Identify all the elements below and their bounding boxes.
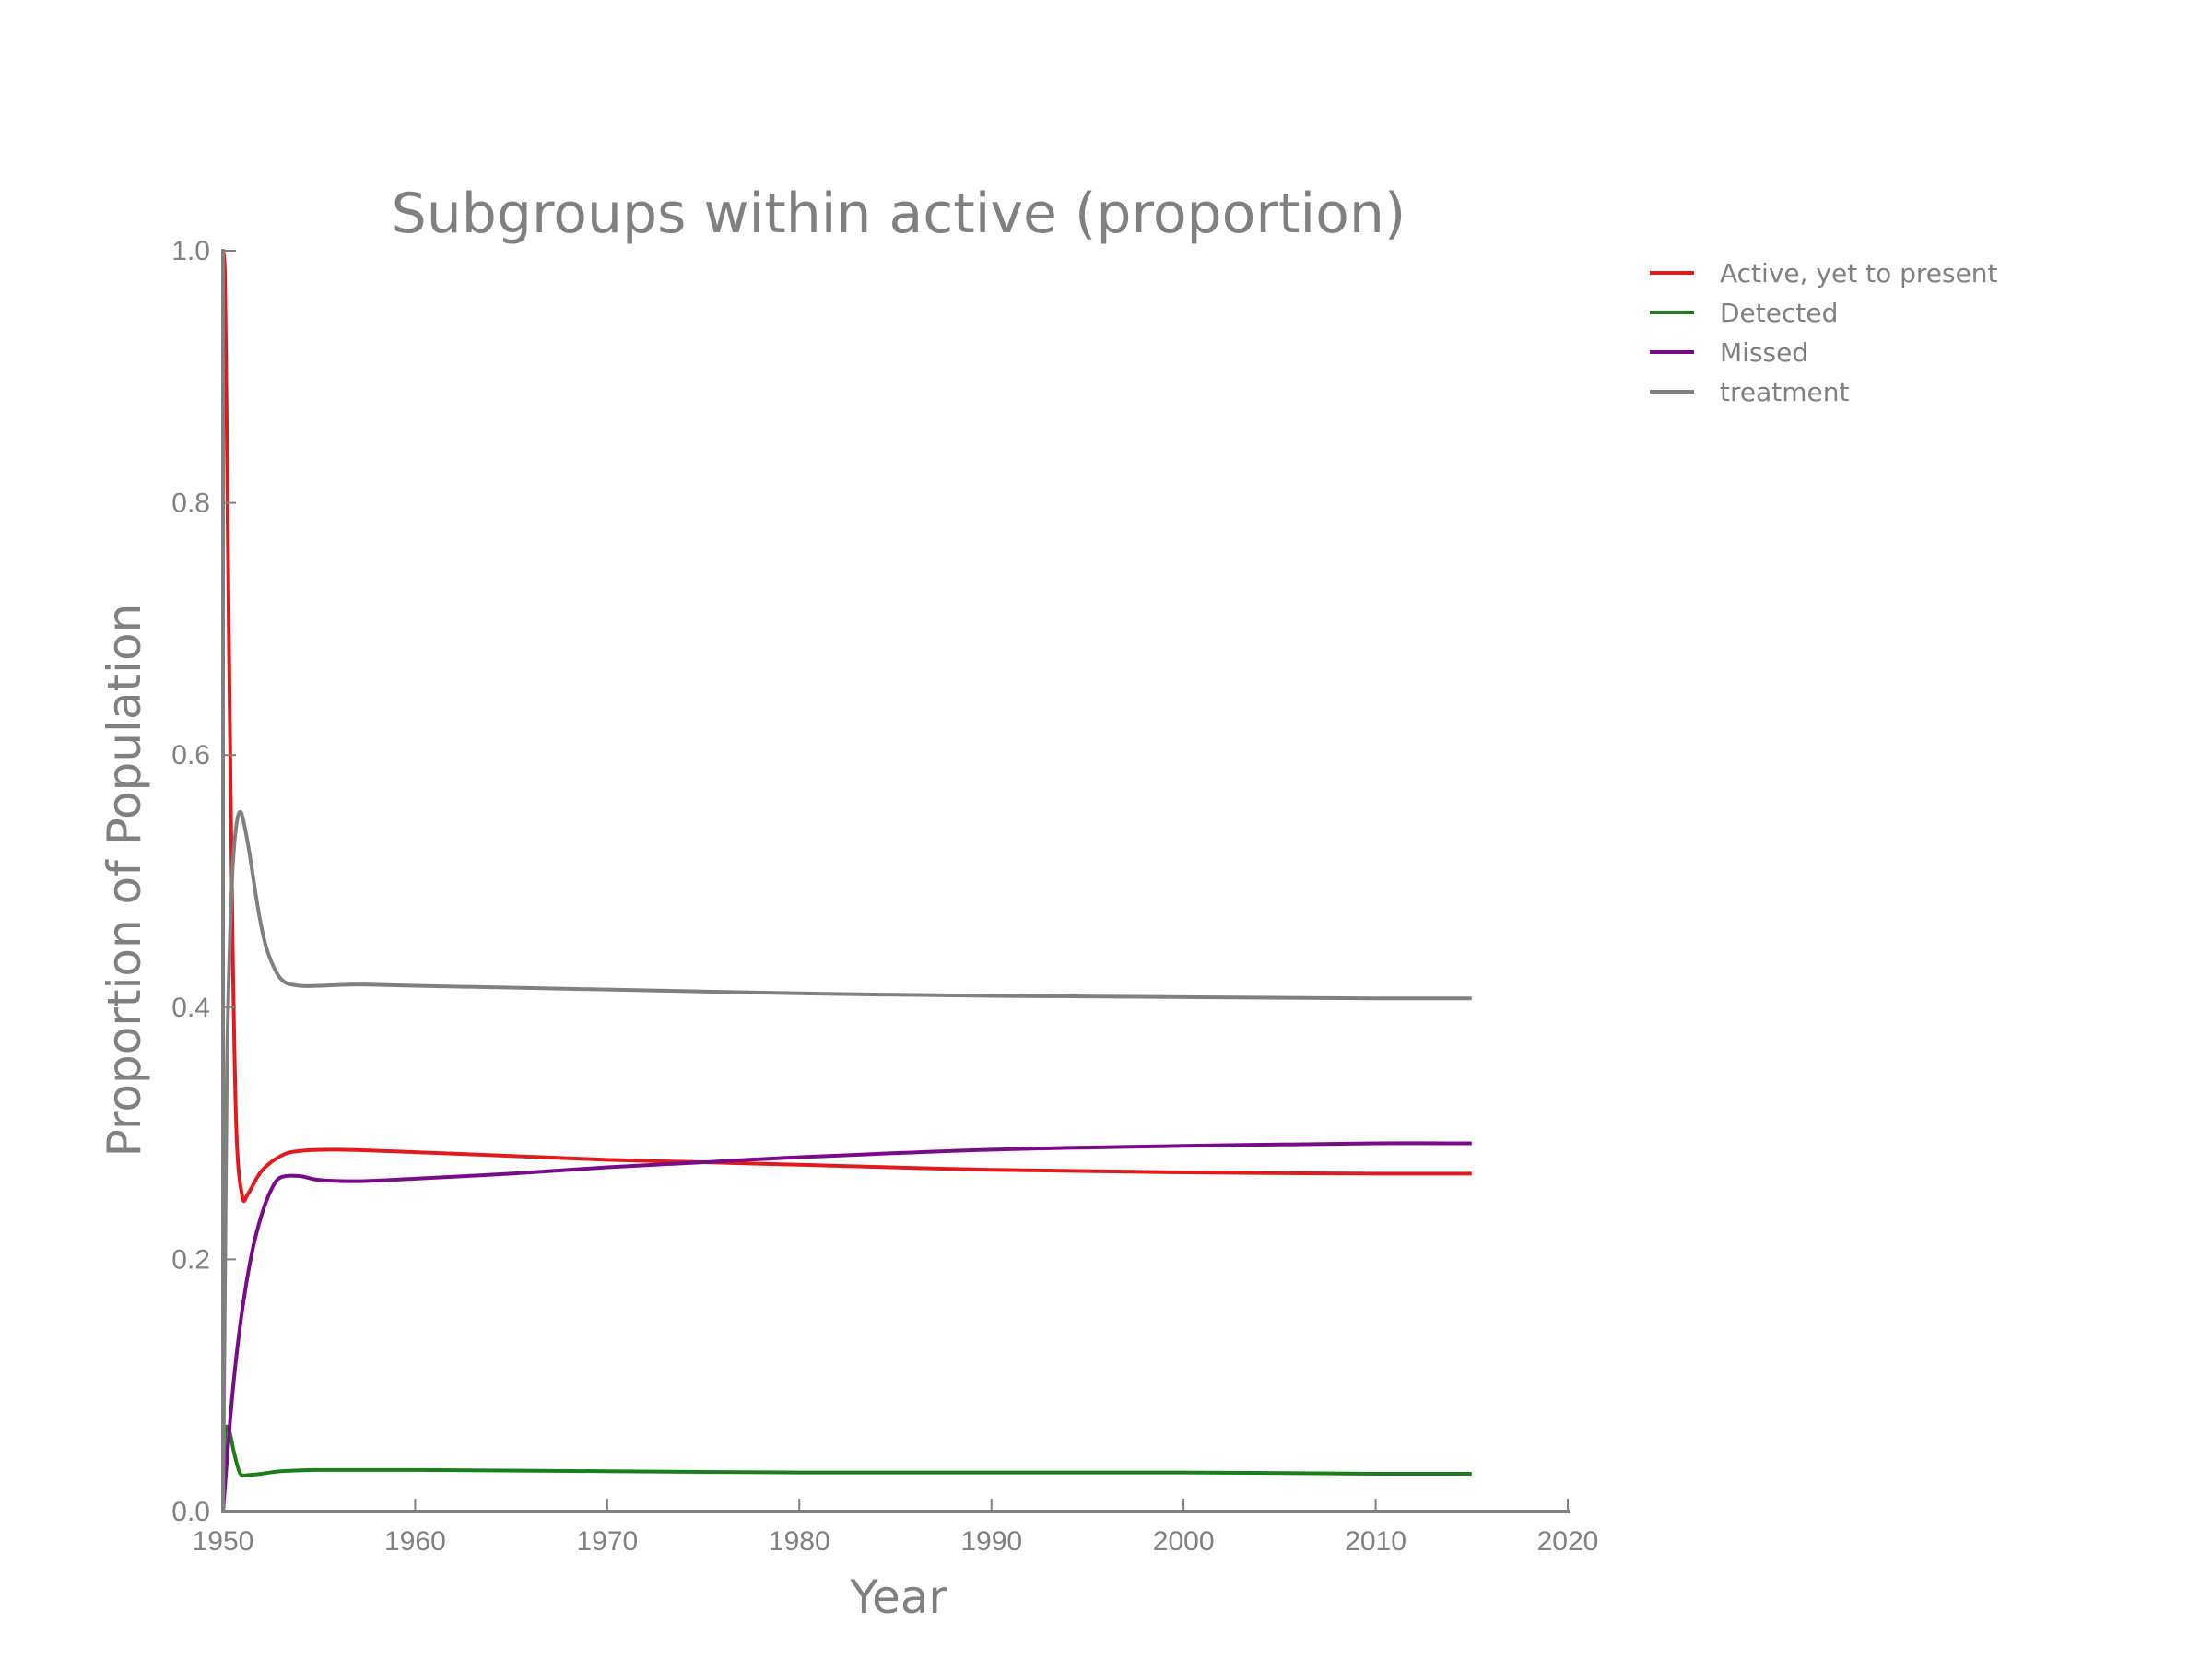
- x-tick-label: 2020: [1537, 1526, 1599, 1557]
- series-line-missed: [221, 1141, 1472, 1512]
- chart-title: Subgroups within active (proportion): [392, 182, 1406, 246]
- legend-label: Missed: [1720, 337, 1808, 368]
- y-tick-label: 0.0: [171, 1497, 210, 1527]
- series-line-treatment: [221, 809, 1472, 1512]
- y-tick-label: 0.2: [171, 1244, 210, 1275]
- x-axis-label: Year: [849, 1571, 947, 1624]
- x-tick-label: 1960: [384, 1526, 446, 1557]
- legend-label: treatment: [1720, 377, 1849, 407]
- x-axis-ticks: 1950 1960 1970 1980 1990 2000 2010 2020: [193, 1499, 1599, 1557]
- legend-label: Active, yet to present: [1720, 258, 1998, 288]
- x-tick-label: 1990: [960, 1526, 1022, 1557]
- x-tick-label: 2010: [1345, 1526, 1406, 1557]
- legend-label: Detected: [1720, 298, 1838, 328]
- y-tick-label: 0.6: [171, 740, 210, 771]
- x-tick-label: 1970: [576, 1526, 638, 1557]
- series-line-detected: [221, 1424, 1472, 1512]
- y-tick-label: 0.8: [171, 488, 210, 519]
- series-layer: [221, 250, 1472, 1512]
- x-tick-label: 1950: [193, 1526, 254, 1557]
- x-tick-label: 2000: [1153, 1526, 1215, 1557]
- x-tick-label: 1980: [769, 1526, 830, 1557]
- series-line-active-yet-to-present: [221, 250, 1472, 1204]
- y-tick-label: 1.0: [171, 236, 210, 266]
- legend: Active, yet to present Detected Missed trea…: [1650, 258, 1998, 407]
- y-axis-ticks: 0.0 0.2 0.4 0.6 0.8 1.0: [171, 236, 236, 1527]
- y-tick-label: 0.4: [171, 993, 210, 1023]
- y-axis-label: Proportion of Population: [98, 604, 151, 1158]
